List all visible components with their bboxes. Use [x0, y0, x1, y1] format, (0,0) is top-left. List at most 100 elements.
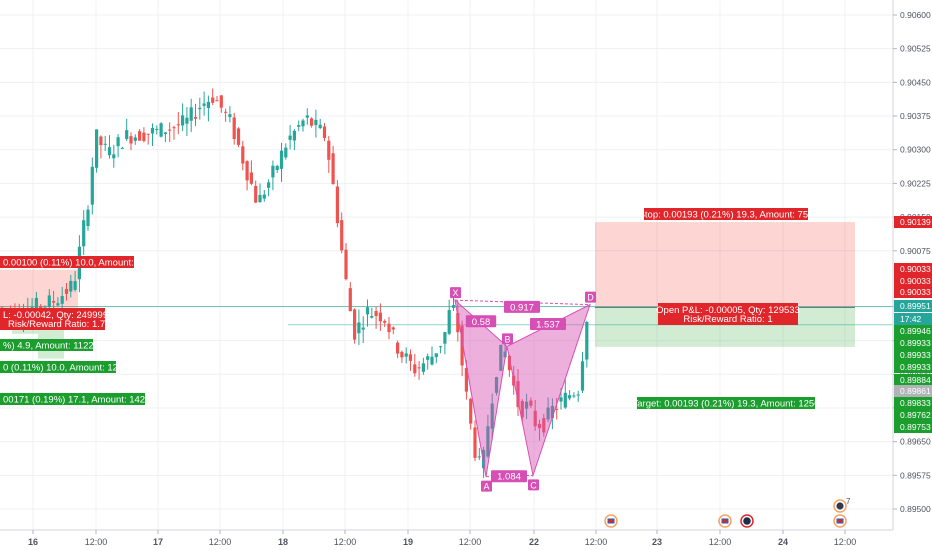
pnl-label[interactable]: Open P&L: -0.00005, Qty: 129533Risk/Rewa… [656, 303, 800, 325]
candle [224, 108, 228, 122]
candle [383, 319, 387, 328]
pattern-point-x[interactable]: X [450, 287, 461, 299]
uk-flag-event-icon[interactable] [718, 514, 732, 528]
svg-text:0.89933: 0.89933 [900, 362, 931, 372]
svg-text:0 (0.11%) 10.0, Amount: 1250: 0 (0.11%) 10.0, Amount: 1250 [3, 363, 129, 374]
candle [206, 95, 210, 122]
svg-text:0.89933: 0.89933 [900, 350, 931, 360]
pattern-point-c[interactable]: C [528, 479, 539, 491]
candle [284, 143, 288, 160]
candle [288, 124, 292, 150]
candle [138, 129, 142, 141]
candle [331, 145, 335, 185]
candle [193, 103, 198, 127]
price-badge: 0.90139 [894, 216, 932, 228]
candle [568, 390, 572, 401]
pattern-ratio-label: 0.58 [465, 315, 497, 328]
stop-label[interactable]: Stop: 0.00193 (0.21%) 19.3, Amount: 750 [639, 208, 814, 221]
svg-text:0.89884: 0.89884 [900, 375, 931, 385]
candle [56, 297, 60, 307]
candle [236, 127, 241, 148]
time-tick-label: 12:00 [459, 537, 482, 547]
price-tick-label: 0.89575 [900, 470, 931, 480]
candle [90, 157, 94, 215]
pattern-ratio-label: 1.537 [530, 317, 566, 330]
candle [271, 160, 275, 191]
price-badge: 0.90033 [894, 275, 932, 287]
candle [202, 91, 206, 116]
svg-text:Risk/Reward Ratio: 1.71: Risk/Reward Ratio: 1.71 [8, 319, 110, 330]
price-tick-label: 0.90225 [900, 178, 931, 188]
candle [249, 160, 253, 186]
price-tick-label: 0.90450 [900, 77, 931, 87]
uk-flag-event-icon[interactable] [833, 514, 847, 528]
svg-text:0.00100 (0.11%) 10.0, Amount:: 0.00100 (0.11%) 10.0, Amount: 750 [3, 258, 152, 269]
pattern-point-a[interactable]: A [481, 480, 492, 492]
candle [533, 400, 537, 431]
price-badge: 0.89951 [894, 300, 932, 312]
candle [550, 398, 554, 430]
eu-event-icon[interactable] [740, 514, 754, 528]
left-target-label-1[interactable]: %) 4.9, Amount: 1122.5 [0, 339, 102, 352]
left-stop-label[interactable]: 0.00100 (0.11%) 10.0, Amount: 750 [0, 256, 152, 269]
candle [344, 243, 348, 281]
candle [460, 320, 464, 377]
candle [417, 361, 421, 380]
candle [439, 345, 443, 354]
price-badge: 0.89946 [894, 325, 932, 337]
candle [159, 122, 163, 138]
time-axis: 16 12:00 17 12:00 18 12:00 19 12:00 22 12:00 23 12:… [0, 497, 893, 547]
svg-text:1.537: 1.537 [536, 319, 560, 330]
candle [327, 136, 331, 173]
event-count-label: 7 [846, 497, 851, 506]
candle [146, 133, 150, 145]
candle [120, 146, 124, 149]
candle [340, 212, 344, 254]
svg-text:0.90033: 0.90033 [900, 264, 931, 274]
candle [86, 205, 90, 231]
price-tick-label: 0.90525 [900, 44, 931, 54]
candle [172, 125, 176, 140]
candle [215, 95, 219, 102]
left-stop-zone[interactable] [0, 269, 78, 308]
price-tick-label: 0.90300 [900, 145, 931, 155]
candle [185, 107, 189, 137]
candle [404, 347, 408, 364]
svg-text:0.89946: 0.89946 [900, 326, 931, 336]
candle [370, 307, 374, 319]
time-tick-label: 16 [28, 537, 38, 547]
candle [537, 419, 542, 441]
stop-zone[interactable] [595, 222, 855, 307]
candle [525, 393, 529, 420]
pattern-point-b[interactable]: B [502, 333, 513, 345]
uk-flag-event-icon[interactable] [604, 514, 618, 528]
candle [469, 397, 473, 430]
left-target-label-2[interactable]: 0 (0.11%) 10.0, Amount: 1250 [0, 361, 129, 374]
svg-text:%) 4.9, Amount: 1122.5: %) 4.9, Amount: 1122.5 [3, 341, 102, 352]
left-target-label-3[interactable]: 00171 (0.19%) 17.1, Amount: 1427.5 [0, 393, 158, 406]
svg-text:Risk/Reward Ratio: 1: Risk/Reward Ratio: 1 [683, 314, 772, 325]
price-badge: 0.89833 [894, 397, 932, 409]
candle [486, 414, 490, 458]
price-badge: 0.89861 [894, 385, 932, 397]
price-tick-label: 0.90375 [900, 111, 931, 121]
svg-text:0.89833: 0.89833 [900, 398, 931, 408]
time-tick-label: 23 [652, 537, 662, 547]
stacked-event-icon[interactable] [833, 499, 847, 513]
candle [69, 274, 73, 298]
svg-text:0.90033: 0.90033 [900, 276, 931, 286]
candle [133, 134, 137, 145]
candle [555, 397, 559, 420]
candle [241, 140, 245, 171]
candle [473, 420, 477, 462]
svg-text:0.89933: 0.89933 [900, 338, 931, 348]
candle [64, 282, 69, 301]
pattern-point-d[interactable]: D [585, 291, 596, 303]
pattern-ratio-label: 1.084 [491, 470, 527, 483]
target-label[interactable]: Target: 0.00193 (0.21%) 19.3, Amount: 12… [633, 397, 820, 410]
candle [245, 160, 249, 191]
candle [477, 448, 481, 460]
